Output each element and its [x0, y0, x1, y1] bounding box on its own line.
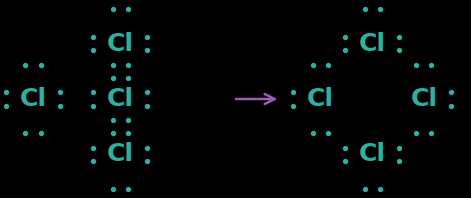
Text: Cl: Cl [358, 142, 386, 167]
Text: Cl: Cl [106, 87, 134, 111]
Text: Cl: Cl [106, 142, 134, 167]
Text: Cl: Cl [358, 31, 386, 56]
Text: Cl: Cl [410, 87, 438, 111]
Text: Cl: Cl [307, 87, 334, 111]
Text: Cl: Cl [19, 87, 47, 111]
Text: Cl: Cl [106, 31, 134, 56]
